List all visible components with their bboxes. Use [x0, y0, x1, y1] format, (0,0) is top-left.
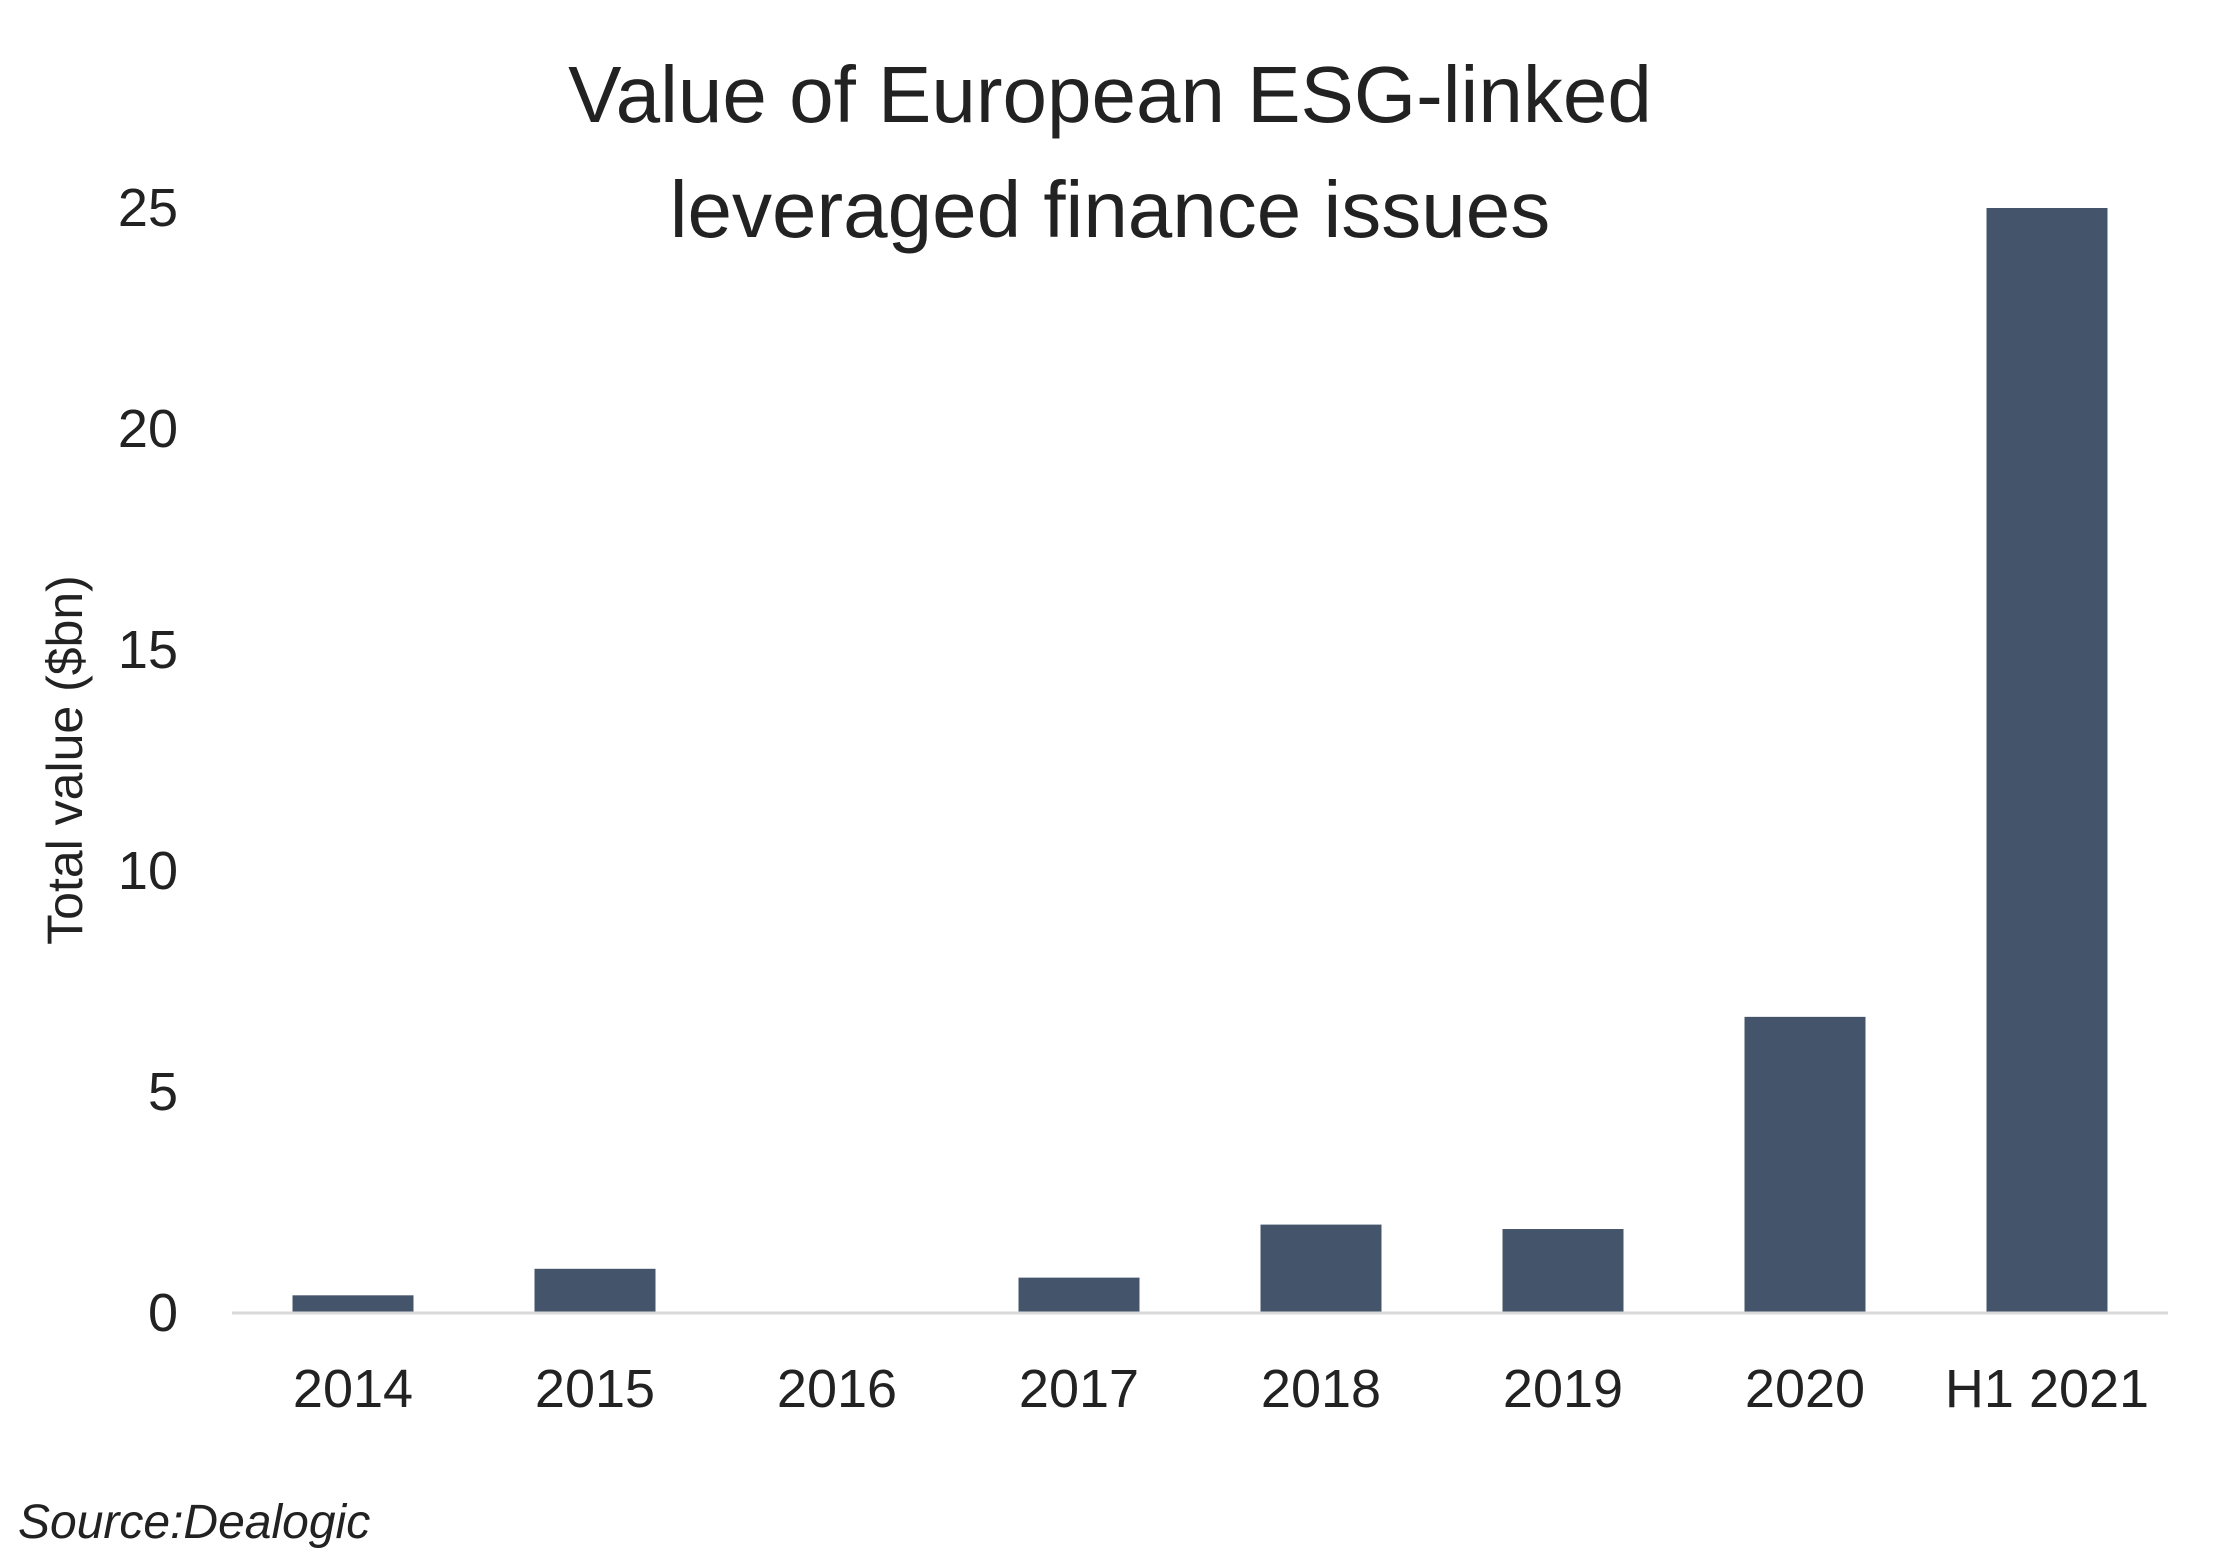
chart-title-line-1: Value of European ESG-linked	[568, 50, 1652, 139]
bar-2017	[1018, 1277, 1140, 1313]
y-tick-label: 10	[118, 841, 178, 901]
chart-title-line-2: leveraged finance issues	[670, 165, 1551, 254]
bar-h1-2021	[1986, 208, 2108, 1313]
y-tick-label: 5	[148, 1062, 178, 1122]
x-tick-label: 2016	[777, 1359, 897, 1419]
x-tick-label: H1 2021	[1945, 1359, 2149, 1419]
x-tick-label: 2020	[1745, 1359, 1865, 1419]
y-axis-tick-labels: 0 5 10 15 20 25	[118, 178, 178, 1343]
chart-title: Value of European ESG-linked leveraged f…	[568, 50, 1652, 254]
y-tick-label: 25	[118, 178, 178, 238]
y-tick-label: 15	[118, 620, 178, 680]
source-note: Source:Dealogic	[18, 1496, 370, 1549]
bar-2020	[1744, 1016, 1866, 1313]
bar-series	[292, 208, 2108, 1313]
x-tick-label: 2014	[293, 1359, 413, 1419]
bar-2015	[534, 1268, 656, 1313]
bar-2014	[292, 1295, 414, 1313]
y-axis-title: Total value ($bn)	[37, 575, 93, 945]
x-tick-label: 2017	[1019, 1359, 1139, 1419]
x-axis-tick-labels: 2014 2015 2016 2017 2018 2019 2020 H1 2021	[293, 1359, 2149, 1419]
bar-2019	[1502, 1229, 1624, 1313]
y-tick-label: 20	[118, 399, 178, 459]
x-tick-label: 2018	[1261, 1359, 1381, 1419]
bar-2018	[1260, 1224, 1382, 1313]
x-tick-label: 2019	[1503, 1359, 1623, 1419]
y-tick-label: 0	[148, 1283, 178, 1343]
x-tick-label: 2015	[535, 1359, 655, 1419]
